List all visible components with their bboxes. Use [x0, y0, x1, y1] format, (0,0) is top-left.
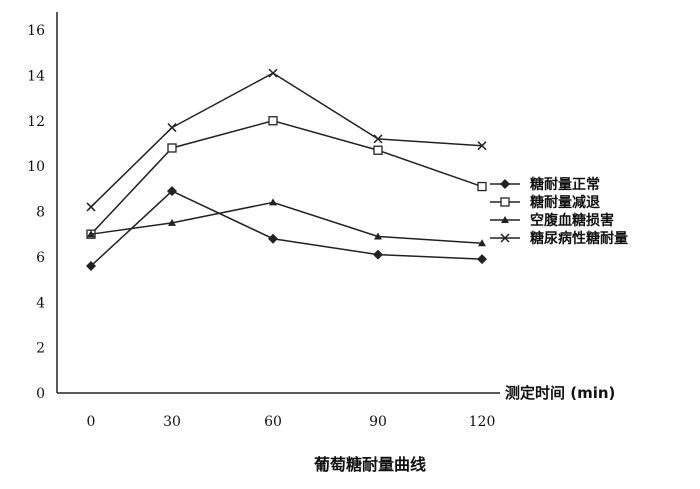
data-point-x [373, 134, 383, 144]
data-point-square-open [167, 143, 177, 153]
y-tick-label: 12 [27, 114, 45, 130]
chart-title: 葡萄糖耐量曲线 [313, 455, 426, 474]
series-line [90, 201, 483, 245]
legend-label: 糖尿病性糖耐量 [530, 230, 628, 247]
y-tick-label: 4 [36, 295, 45, 311]
data-point-x [167, 123, 177, 133]
data-point-triangle [478, 239, 486, 247]
data-point-triangle [501, 216, 509, 223]
legend-item: 糖耐量正常 [490, 176, 600, 193]
x-tick-label: 30 [163, 414, 181, 430]
data-point-diamond-filled [86, 260, 96, 271]
series-line [90, 190, 483, 267]
data-point-x [268, 68, 278, 78]
y-tick-label: 14 [27, 68, 45, 84]
data-point-square-open [373, 145, 383, 155]
legend-label: 糖耐量正常 [530, 176, 600, 193]
y-tick-label: 8 [36, 205, 45, 221]
data-point-diamond-filled [373, 249, 383, 260]
y-tick-label: 2 [36, 341, 45, 357]
series-line [90, 72, 483, 208]
series-2 [87, 198, 486, 247]
legend-item: 空腹血糖损害 [490, 212, 614, 229]
y-tick-label: 0 [36, 386, 45, 402]
x-tick-label: 0 [87, 414, 96, 430]
data-point-x [86, 202, 96, 212]
x-tick-label: 120 [469, 414, 496, 430]
legend-label: 糖耐量减退 [530, 194, 600, 211]
data-point-x [500, 233, 510, 243]
series-1 [86, 116, 487, 239]
data-point-square-open [268, 116, 278, 126]
data-point-square-open [477, 181, 487, 192]
data-point-triangle [87, 230, 95, 238]
legend-item: 糖尿病性糖耐量 [490, 230, 628, 247]
legend-label: 空腹血糖损害 [530, 212, 614, 229]
y-tick-label: 6 [36, 250, 45, 266]
series-0 [86, 186, 487, 271]
data-point-triangle [374, 232, 382, 240]
data-point-square-open [500, 197, 510, 207]
y-tick-label: 10 [27, 159, 45, 175]
data-point-triangle [269, 198, 277, 206]
x-tick-label: 60 [264, 414, 282, 430]
x-tick-label: 90 [369, 414, 387, 430]
data-point-diamond-filled [477, 254, 487, 265]
data-point-diamond-filled [268, 233, 278, 244]
data-point-diamond-filled [500, 179, 510, 189]
legend-item: 糖耐量减退 [490, 194, 600, 211]
data-point-diamond-filled [167, 186, 177, 197]
y-tick-label: 16 [27, 23, 45, 39]
series-3 [86, 68, 487, 212]
series-line [90, 119, 483, 235]
data-point-triangle [168, 218, 176, 226]
x-axis-label: 测定时间 (min) [505, 384, 615, 402]
data-point-x [477, 141, 487, 151]
